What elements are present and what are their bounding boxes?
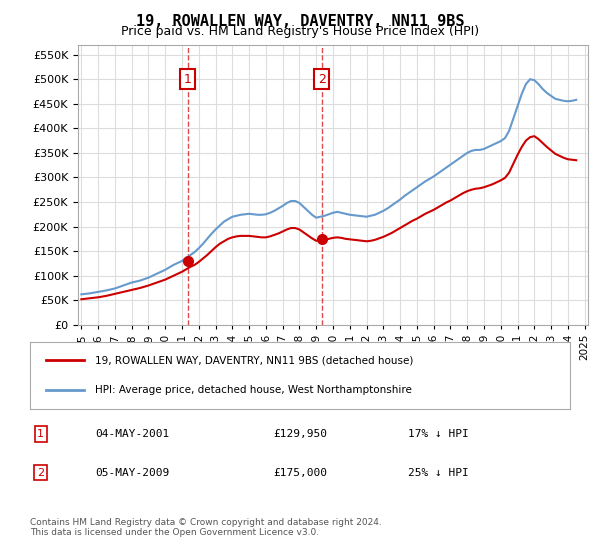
Text: £129,950: £129,950 (273, 429, 327, 439)
Text: 19, ROWALLEN WAY, DAVENTRY, NN11 9BS: 19, ROWALLEN WAY, DAVENTRY, NN11 9BS (136, 14, 464, 29)
Text: 25% ↓ HPI: 25% ↓ HPI (408, 468, 469, 478)
Text: £175,000: £175,000 (273, 468, 327, 478)
Text: 04-MAY-2001: 04-MAY-2001 (95, 429, 169, 439)
Text: Contains HM Land Registry data © Crown copyright and database right 2024.
This d: Contains HM Land Registry data © Crown c… (30, 518, 382, 538)
Text: 1: 1 (37, 429, 44, 439)
Text: 1: 1 (184, 73, 191, 86)
Text: 05-MAY-2009: 05-MAY-2009 (95, 468, 169, 478)
Text: 2: 2 (318, 73, 326, 86)
Text: Price paid vs. HM Land Registry's House Price Index (HPI): Price paid vs. HM Land Registry's House … (121, 25, 479, 38)
Text: HPI: Average price, detached house, West Northamptonshire: HPI: Average price, detached house, West… (95, 385, 412, 395)
Text: 2: 2 (37, 468, 44, 478)
Text: 17% ↓ HPI: 17% ↓ HPI (408, 429, 469, 439)
Text: 19, ROWALLEN WAY, DAVENTRY, NN11 9BS (detached house): 19, ROWALLEN WAY, DAVENTRY, NN11 9BS (de… (95, 356, 413, 366)
